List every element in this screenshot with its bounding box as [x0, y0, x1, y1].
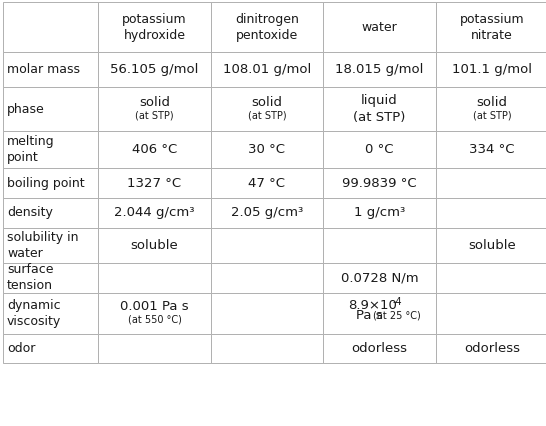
Text: soluble: soluble: [130, 239, 179, 252]
Bar: [98, 334, 211, 363]
Bar: [436, 198, 546, 228]
Bar: [436, 334, 546, 363]
Bar: [211, 131, 323, 168]
Text: dynamic
viscosity: dynamic viscosity: [7, 299, 61, 328]
Text: solid: solid: [252, 96, 282, 109]
Text: (at STP): (at STP): [135, 111, 174, 121]
Text: 0 °C: 0 °C: [365, 143, 394, 156]
Text: 30 °C: 30 °C: [248, 143, 286, 156]
Text: odorless: odorless: [464, 342, 520, 355]
Text: 406 °C: 406 °C: [132, 143, 177, 156]
Text: solid: solid: [477, 96, 507, 109]
Text: 0.001 Pa s: 0.001 Pa s: [120, 300, 189, 314]
Bar: [211, 198, 323, 228]
Bar: [323, 293, 436, 334]
Bar: [323, 263, 436, 293]
Text: 99.9839 °C: 99.9839 °C: [342, 177, 417, 190]
Bar: [3, 334, 98, 363]
Bar: [211, 334, 323, 363]
Text: solid: solid: [139, 96, 170, 109]
Text: 334 °C: 334 °C: [469, 143, 515, 156]
Bar: [323, 334, 436, 363]
Text: solubility in
water: solubility in water: [7, 231, 79, 260]
Bar: [211, 263, 323, 293]
Bar: [211, 293, 323, 334]
Bar: [3, 87, 98, 131]
Text: boiling point: boiling point: [7, 177, 85, 190]
Bar: [3, 198, 98, 228]
Bar: [98, 2, 211, 52]
Bar: [211, 228, 323, 263]
Text: -4: -4: [392, 297, 402, 308]
Text: 1 g/cm³: 1 g/cm³: [354, 207, 405, 219]
Bar: [323, 131, 436, 168]
Text: odor: odor: [7, 342, 35, 355]
Text: odorless: odorless: [352, 342, 407, 355]
Bar: [211, 168, 323, 198]
Bar: [98, 228, 211, 263]
Bar: [323, 52, 436, 87]
Bar: [3, 263, 98, 293]
Text: soluble: soluble: [468, 239, 516, 252]
Text: Pa s: Pa s: [357, 309, 383, 322]
Text: density: density: [7, 207, 53, 219]
Text: surface
tension: surface tension: [7, 263, 54, 292]
Text: potassium
nitrate: potassium nitrate: [460, 12, 524, 42]
Text: (at 550 °C): (at 550 °C): [128, 314, 181, 324]
Bar: [98, 168, 211, 198]
Bar: [3, 293, 98, 334]
Text: 56.105 g/mol: 56.105 g/mol: [110, 63, 199, 76]
Text: (at STP): (at STP): [473, 111, 511, 121]
Bar: [211, 87, 323, 131]
Bar: [98, 87, 211, 131]
Bar: [323, 228, 436, 263]
Text: 47 °C: 47 °C: [248, 177, 286, 190]
Text: 2.044 g/cm³: 2.044 g/cm³: [114, 207, 195, 219]
Bar: [323, 2, 436, 52]
Text: melting
point: melting point: [7, 135, 55, 164]
Bar: [3, 2, 98, 52]
Bar: [436, 168, 546, 198]
Bar: [436, 228, 546, 263]
Bar: [98, 263, 211, 293]
Text: (at STP): (at STP): [248, 111, 286, 121]
Text: liquid
(at STP): liquid (at STP): [353, 94, 406, 124]
Bar: [98, 52, 211, 87]
Bar: [436, 131, 546, 168]
Bar: [3, 168, 98, 198]
Bar: [323, 87, 436, 131]
Bar: [98, 293, 211, 334]
Bar: [323, 168, 436, 198]
Text: 108.01 g/mol: 108.01 g/mol: [223, 63, 311, 76]
Bar: [436, 52, 546, 87]
Text: 0.0728 N/m: 0.0728 N/m: [341, 271, 418, 284]
Text: molar mass: molar mass: [7, 63, 80, 76]
Bar: [98, 131, 211, 168]
Bar: [3, 52, 98, 87]
Text: 2.05 g/cm³: 2.05 g/cm³: [231, 207, 303, 219]
Bar: [3, 228, 98, 263]
Text: potassium
hydroxide: potassium hydroxide: [122, 12, 187, 42]
Text: water: water: [361, 21, 397, 34]
Bar: [211, 52, 323, 87]
Bar: [436, 293, 546, 334]
Bar: [436, 87, 546, 131]
Bar: [436, 2, 546, 52]
Text: 8.9×10: 8.9×10: [348, 299, 397, 312]
Bar: [211, 2, 323, 52]
Text: (at 25 °C): (at 25 °C): [373, 310, 421, 320]
Text: 101.1 g/mol: 101.1 g/mol: [452, 63, 532, 76]
Bar: [98, 198, 211, 228]
Text: phase: phase: [7, 103, 45, 115]
Bar: [436, 263, 546, 293]
Bar: [3, 131, 98, 168]
Bar: [323, 198, 436, 228]
Text: 1327 °C: 1327 °C: [127, 177, 182, 190]
Text: dinitrogen
pentoxide: dinitrogen pentoxide: [235, 12, 299, 42]
Text: 18.015 g/mol: 18.015 g/mol: [335, 63, 424, 76]
